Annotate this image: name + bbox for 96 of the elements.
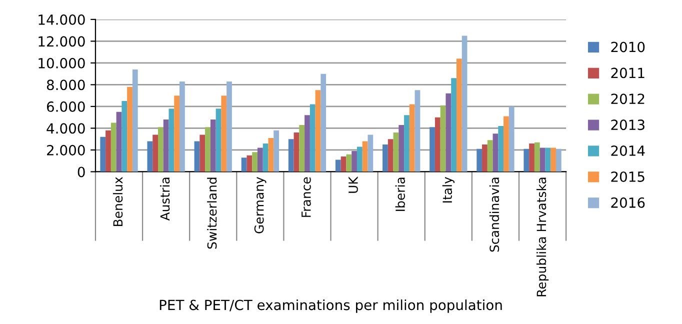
bar [268, 138, 274, 172]
bar [434, 117, 440, 172]
bar [504, 116, 509, 172]
bar [274, 130, 280, 172]
bar [221, 96, 227, 172]
bar [498, 126, 504, 172]
legend-label: 2010 [611, 42, 645, 52]
bar [487, 140, 493, 172]
legend-label: 2011 [611, 68, 644, 78]
bar [482, 144, 488, 172]
bar [122, 101, 128, 172]
y-tick-label: 4.000 [46, 123, 85, 134]
bar [158, 127, 164, 172]
bar [262, 143, 268, 172]
bar [524, 148, 530, 172]
bar [100, 136, 106, 172]
x-tick-label: Scandinavia [489, 178, 500, 252]
x-tick-label: Italy [442, 176, 454, 202]
y-tick-label: 0 [78, 166, 85, 178]
bar [246, 155, 252, 172]
bar [116, 112, 122, 172]
bar [352, 151, 357, 172]
bar [205, 127, 210, 172]
x-tick-label: Iberia [395, 178, 405, 211]
bar [430, 127, 435, 172]
bar [210, 120, 216, 172]
bar [168, 108, 174, 172]
bar [556, 148, 562, 172]
bar [446, 93, 452, 172]
bar [194, 141, 200, 172]
bar [340, 156, 346, 172]
bar [110, 122, 116, 172]
bar [368, 134, 374, 172]
bar [252, 152, 258, 172]
bar [152, 134, 158, 172]
bar [299, 124, 305, 172]
bar [288, 139, 294, 172]
bar [545, 148, 551, 172]
x-axis-title: PET & PET/CT examinations per milion population [160, 299, 502, 313]
bar [409, 104, 415, 172]
x-tick-label: Austria [160, 178, 170, 221]
bar [476, 148, 482, 172]
bar [294, 132, 300, 172]
bar [540, 148, 546, 172]
y-tick-label: 10.000 [38, 58, 85, 68]
bar [456, 58, 462, 172]
bar [200, 134, 206, 172]
bar [127, 86, 132, 172]
bar [388, 139, 394, 172]
x-tick-label: Republika Hrvatska [536, 178, 549, 296]
legend-label: 2013 [611, 120, 644, 130]
x-tick-label: Germany [254, 176, 266, 234]
bar [174, 96, 180, 172]
bar [180, 81, 185, 172]
legend-label: 2012 [611, 94, 644, 104]
bar [382, 144, 388, 172]
bar [310, 104, 316, 172]
bar [106, 130, 111, 172]
bar [508, 106, 514, 172]
bar [335, 160, 341, 172]
bar [216, 108, 222, 172]
x-tick-label: UK [348, 176, 358, 193]
bar [132, 69, 138, 172]
bar [534, 142, 540, 172]
y-tick-label: 2.000 [47, 144, 85, 156]
bar [147, 141, 153, 172]
bar [346, 154, 352, 172]
y-tick-label: 6.000 [46, 101, 85, 112]
bar [550, 148, 556, 172]
bar [315, 90, 321, 172]
y-tick-label: 8.000 [46, 80, 85, 90]
bar [163, 120, 169, 172]
bar [320, 74, 326, 172]
bar [440, 105, 446, 172]
bar [356, 146, 362, 172]
bar [226, 81, 232, 172]
legend-label: 2016 [611, 197, 645, 208]
bar [404, 115, 410, 172]
x-tick-label: Switzerland [207, 178, 217, 249]
bar [451, 78, 456, 172]
x-tick-label: France [302, 177, 311, 217]
bar [304, 115, 310, 172]
bar [492, 134, 498, 172]
bar [398, 124, 404, 172]
bar [529, 143, 534, 172]
bar [414, 90, 420, 172]
bar [362, 141, 368, 172]
x-tick-label: Benelux [112, 176, 123, 226]
bar [462, 36, 468, 172]
y-tick-label: 12.000 [38, 36, 85, 47]
legend-label: 2015 [611, 171, 644, 182]
legend-label: 2014 [611, 146, 645, 156]
bar [393, 132, 399, 172]
y-tick-label: 14.000 [38, 14, 85, 25]
bar [241, 158, 247, 172]
bar [257, 148, 263, 172]
